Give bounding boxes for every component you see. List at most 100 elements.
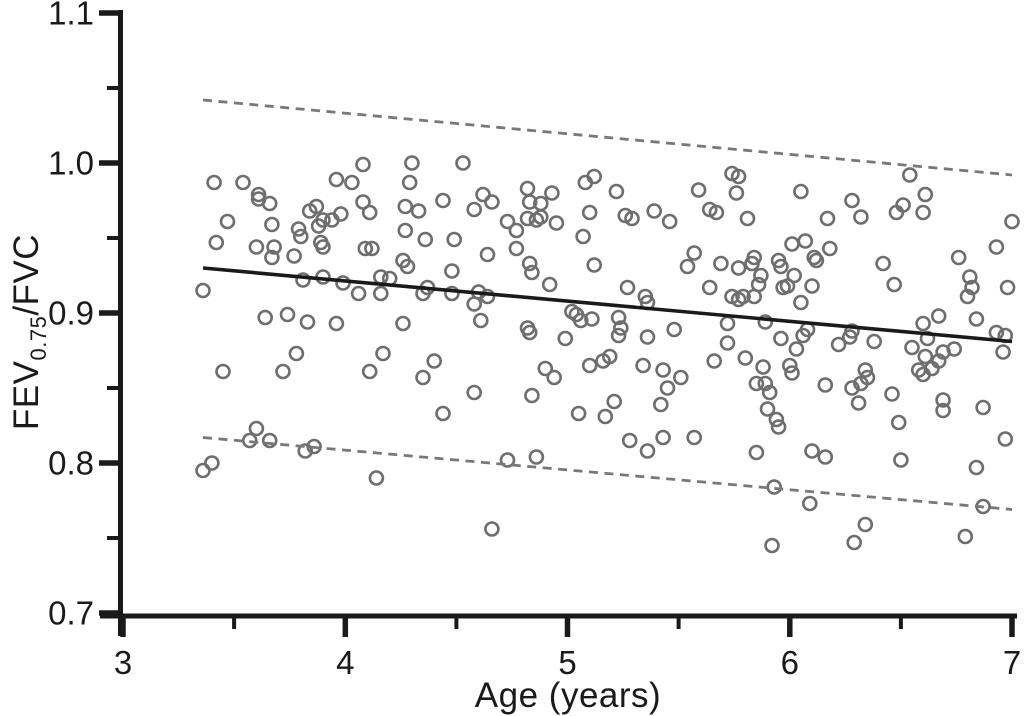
scatter-point	[286, 248, 302, 264]
x-tick-label: 6	[781, 644, 799, 681]
scatter-point	[635, 357, 651, 374]
x-axis-title: Age (years)	[474, 676, 662, 715]
scatter-point	[315, 239, 331, 255]
scatter-point	[935, 392, 951, 408]
scatter-point	[846, 534, 863, 551]
y-tick-label: 0.9	[48, 295, 94, 332]
scatter-point	[417, 231, 434, 248]
scatter-point	[904, 339, 920, 356]
scatter-point	[950, 249, 967, 266]
scatter-point	[619, 279, 636, 296]
scatter-point	[466, 384, 483, 401]
lower-limit-line	[202, 436, 1013, 511]
scatter-point	[804, 443, 820, 459]
scatter-point	[372, 285, 389, 302]
scatter-point	[910, 362, 927, 378]
scatter-point	[219, 213, 236, 230]
scatter-point	[355, 194, 371, 210]
scatter-point	[701, 279, 718, 296]
scatter-point	[532, 209, 549, 225]
scatter-point	[399, 258, 416, 275]
y-tick-label: 0.8	[48, 445, 94, 482]
scatter-point	[499, 213, 516, 230]
scatter-point	[548, 215, 565, 231]
scatter-point	[646, 203, 663, 219]
scatter-point	[435, 192, 451, 209]
scatter-point	[844, 323, 860, 339]
regression-line	[202, 266, 1013, 344]
scatter-point	[524, 264, 540, 281]
scatter-point	[397, 222, 414, 239]
scatter-point	[355, 156, 371, 173]
scatter-point	[484, 521, 500, 537]
scatter-point	[264, 216, 280, 233]
scatter-point	[610, 309, 627, 326]
scatter-point	[784, 236, 800, 252]
scatter-point	[975, 399, 991, 416]
scatter-point	[755, 359, 771, 375]
scatter-point	[819, 210, 836, 227]
scatter-point	[884, 386, 900, 402]
scatter-point	[521, 255, 538, 272]
scatter-point	[250, 186, 267, 203]
scatter-point	[397, 198, 414, 215]
scatter-point	[748, 444, 765, 461]
scatter-point	[886, 276, 903, 293]
scatter-point	[204, 455, 220, 471]
scatter-point	[639, 329, 656, 345]
scatter-point	[586, 168, 603, 185]
scatter-point	[344, 174, 360, 191]
scatter-point	[446, 231, 463, 248]
scatter-point	[581, 357, 598, 374]
scatter-point	[606, 393, 623, 410]
scatter-point	[737, 350, 754, 366]
scatter-point	[350, 285, 367, 302]
scatter-point	[768, 411, 785, 428]
scatter-point	[586, 257, 603, 273]
scatter-point	[546, 369, 563, 386]
scatter-point	[290, 221, 307, 237]
scatter-point	[655, 362, 671, 378]
scatter-point	[786, 267, 803, 284]
scatter-point	[739, 210, 756, 227]
scatter-point	[659, 380, 676, 396]
scatter-point	[888, 204, 905, 221]
scatter-point	[915, 366, 931, 383]
scatter-point	[537, 360, 554, 377]
scatter-point	[472, 312, 489, 329]
scatter-point	[857, 362, 874, 378]
scatter-point	[686, 245, 703, 261]
scatter-point	[621, 432, 638, 449]
scatter-point	[817, 449, 834, 465]
scatter-point	[666, 321, 683, 338]
scatter-point	[857, 516, 874, 533]
scatter-point	[652, 396, 669, 413]
scatter-point	[241, 432, 258, 449]
scatter-point	[295, 272, 311, 288]
scatter-point	[475, 186, 491, 203]
scatter-point	[930, 308, 947, 324]
scatter-point	[288, 345, 305, 362]
scatter-point	[299, 314, 316, 330]
scatter-point	[575, 228, 591, 245]
scatter-point	[915, 315, 931, 332]
scatter-point	[964, 279, 980, 296]
scatter-point	[690, 182, 707, 198]
scatter-point	[208, 234, 225, 251]
scatter-point	[395, 315, 411, 332]
scatter-point	[748, 375, 765, 392]
scatter-point	[361, 204, 378, 221]
scatter-point	[297, 443, 314, 459]
scatter-point	[368, 470, 385, 486]
scatter-point	[524, 387, 540, 404]
y-axis-title-rest: /FVC	[7, 233, 46, 316]
scatter-point	[959, 288, 976, 305]
scatter-point	[484, 194, 500, 210]
scatter-point	[793, 294, 809, 311]
scatter-point	[612, 320, 629, 336]
scatter-point	[808, 252, 825, 269]
scatter-point	[279, 306, 296, 323]
y-tick-label: 0.7	[48, 595, 94, 632]
scatter-point	[570, 405, 587, 422]
